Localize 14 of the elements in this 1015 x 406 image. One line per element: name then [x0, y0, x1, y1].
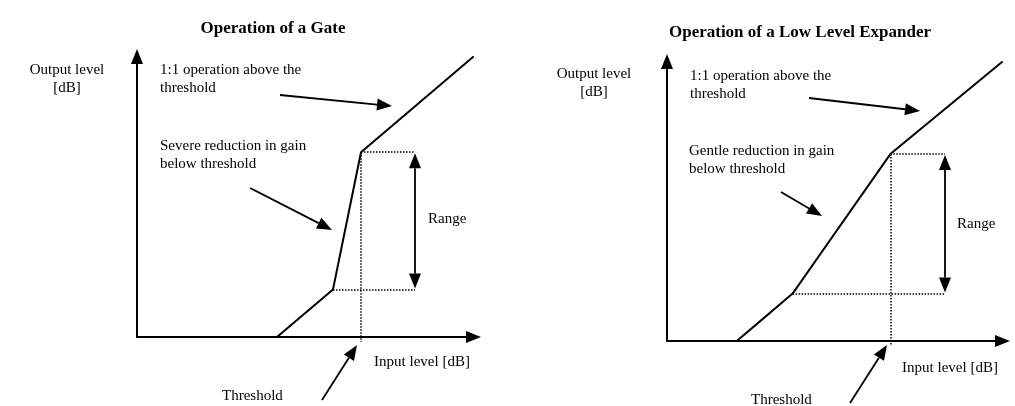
annotation: Range	[957, 214, 997, 232]
annotation: 1:1 operation above the threshold	[160, 60, 303, 96]
x-axis-title: Input level [dB]	[901, 358, 999, 376]
annotation: Severe reduction in gain below threshold	[160, 136, 308, 172]
chart-title: Operation of a Gate	[200, 18, 346, 37]
annotation: Range	[428, 209, 468, 227]
text: Threshold	[751, 390, 813, 406]
y-axis-title: Output level [dB]	[28, 60, 106, 96]
chart-title: Operation of a Low Level Expander	[668, 22, 932, 41]
x-axis-title: Input level [dB]	[373, 352, 471, 370]
y-axis-title: Output level [dB]	[555, 64, 633, 100]
text: Threshold	[222, 386, 284, 404]
annotation: 1:1 operation above the threshold	[690, 66, 833, 102]
annotation: Gentle reduction in gain below threshold	[689, 141, 836, 177]
